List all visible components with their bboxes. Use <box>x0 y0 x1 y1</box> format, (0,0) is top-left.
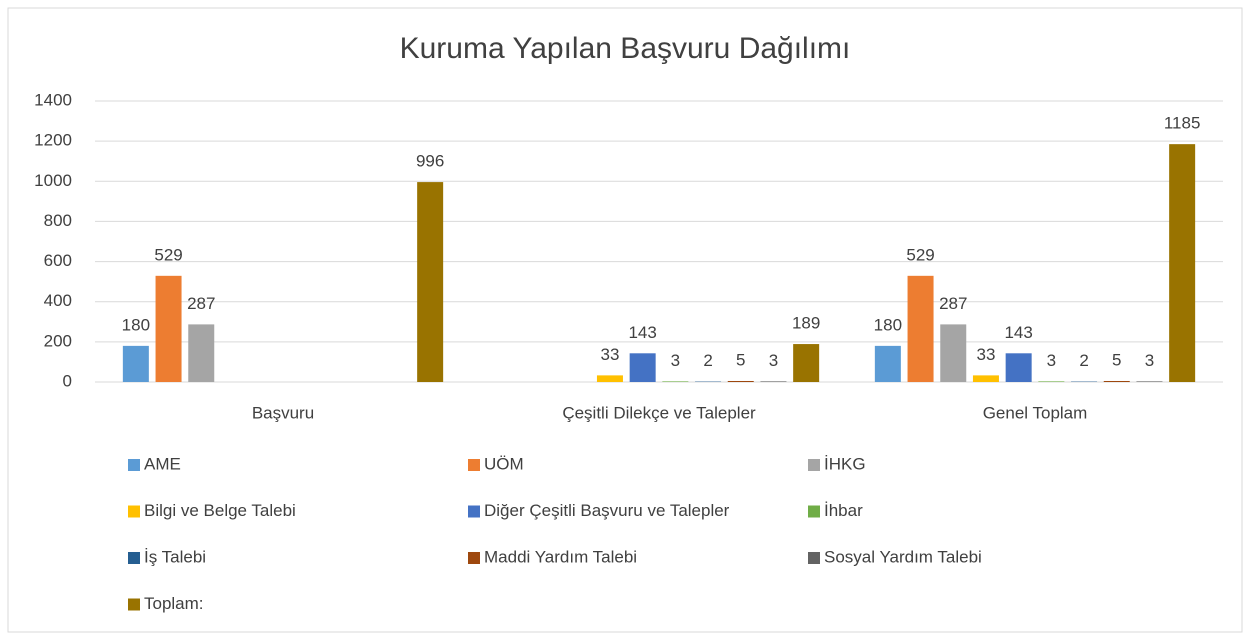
legend-swatch <box>808 459 820 471</box>
legend-label: AME <box>144 454 181 473</box>
bar <box>874 345 901 382</box>
bar <box>907 275 934 382</box>
bar <box>417 182 444 382</box>
data-label: 33 <box>600 345 619 364</box>
legend-label: İHKG <box>824 454 866 473</box>
legend-swatch <box>468 505 480 518</box>
data-label: 529 <box>154 245 182 264</box>
data-label: 1185 <box>1164 114 1201 133</box>
bar <box>1169 144 1196 382</box>
y-tick-label: 800 <box>44 211 72 230</box>
bar <box>155 275 182 382</box>
y-tick-label: 1000 <box>34 171 72 190</box>
bar <box>188 324 215 382</box>
y-tick-label: 1200 <box>34 131 72 150</box>
y-tick-label: 400 <box>44 291 72 310</box>
bar <box>940 324 967 382</box>
bar <box>760 381 787 382</box>
data-label: 3 <box>671 351 680 370</box>
legend-swatch <box>128 598 140 611</box>
x-tick-label: Başvuru <box>252 403 314 422</box>
data-label: 3 <box>1047 351 1056 370</box>
bar <box>1103 380 1130 382</box>
data-label: 33 <box>976 345 995 364</box>
legend-label: Bilgi ve Belge Talebi <box>144 501 296 520</box>
data-label: 5 <box>1112 350 1121 369</box>
bar <box>596 375 623 382</box>
bar <box>1005 353 1032 382</box>
legend-swatch <box>128 505 140 518</box>
data-label: 287 <box>187 294 215 313</box>
legend-label: Toplam: <box>144 594 204 613</box>
bar <box>972 375 999 382</box>
data-label: 189 <box>792 314 820 333</box>
bar <box>727 380 754 382</box>
legend-swatch <box>128 552 140 564</box>
bar <box>1136 381 1163 382</box>
legend-swatch <box>128 459 140 471</box>
data-label: 3 <box>769 351 778 370</box>
legend-swatch <box>808 505 820 518</box>
legend-swatch <box>468 552 480 564</box>
data-label: 143 <box>628 323 656 342</box>
chart-title: Kuruma Yapılan Başvuru Dağılımı <box>400 32 851 65</box>
data-label: 180 <box>122 315 150 334</box>
legend-label: Maddi Yardım Talebi <box>484 547 637 566</box>
bar <box>629 353 656 382</box>
data-label: 143 <box>1004 323 1032 342</box>
legend-swatch <box>808 552 820 564</box>
data-label: 2 <box>1079 351 1088 370</box>
y-tick-label: 0 <box>63 371 72 390</box>
legend-label: İş Talebi <box>144 547 206 566</box>
data-label: 5 <box>736 350 745 369</box>
bar <box>793 344 820 382</box>
y-tick-label: 1400 <box>34 90 72 109</box>
x-tick-label: Çeşitli Dilekçe ve Talepler <box>562 403 756 422</box>
legend-label: Diğer Çeşitli Başvuru ve Talepler <box>484 501 730 520</box>
bar <box>662 381 689 382</box>
x-tick-label: Genel Toplam <box>983 403 1088 422</box>
data-label: 287 <box>939 294 967 313</box>
legend-swatch <box>468 459 480 471</box>
y-tick-label: 600 <box>44 251 72 270</box>
legend-label: İhbar <box>824 501 863 520</box>
y-tick-label: 200 <box>44 331 72 350</box>
chart-frame <box>7 7 1243 633</box>
bar <box>122 345 149 382</box>
data-label: 180 <box>874 315 902 334</box>
bar <box>1038 381 1065 382</box>
legend-label: Sosyal Yardım Talebi <box>824 547 982 566</box>
data-label: 996 <box>416 152 444 171</box>
legend-label: UÖM <box>484 454 524 473</box>
data-label: 3 <box>1145 351 1154 370</box>
data-label: 2 <box>703 351 712 370</box>
data-label: 529 <box>906 245 934 264</box>
